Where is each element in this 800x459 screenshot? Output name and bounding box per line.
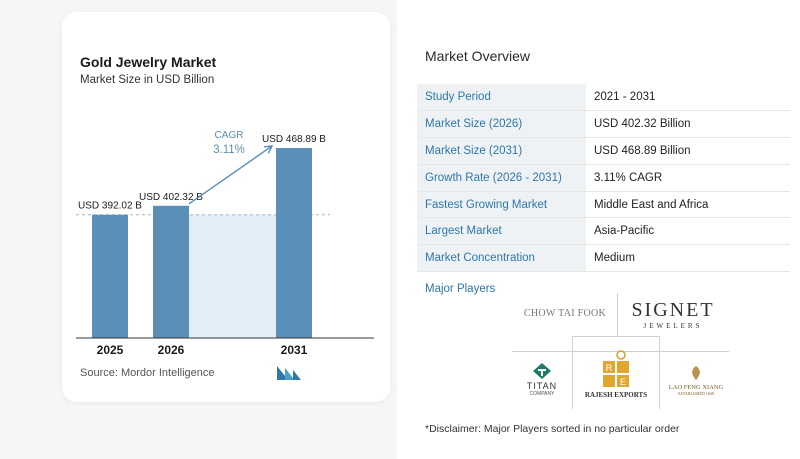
titan-text: TITAN bbox=[526, 381, 558, 391]
rajesh-exports-emblem-icon: R E bbox=[603, 349, 629, 387]
chow-tai-fook-text: CHOW TAI FOOK bbox=[523, 307, 607, 319]
overview-row-key: Growth Rate (2026 - 2031) bbox=[417, 164, 586, 192]
overview-row-key: Fastest Growing Market bbox=[417, 191, 586, 219]
logo-divider bbox=[659, 336, 660, 409]
titan-sub-text: COMPANY bbox=[529, 391, 555, 397]
chow-tai-fook-logo: CHOW TAI FOOK bbox=[515, 300, 615, 326]
logo-divider bbox=[512, 351, 729, 352]
overview-row-value: Middle East and Africa bbox=[586, 191, 790, 219]
signet-sub-text: JEWELERS bbox=[643, 321, 703, 330]
overview-row: Market Size (2026) USD 402.32 Billion bbox=[417, 110, 790, 139]
chart-card: Gold Jewelry Market Market Size in USD B… bbox=[62, 12, 390, 402]
x-tick-label: 2031 bbox=[281, 343, 308, 357]
titan-logo: TITAN COMPANY bbox=[515, 356, 569, 404]
overview-row-key: Study Period bbox=[417, 84, 586, 112]
bar-2031 bbox=[276, 148, 312, 338]
overview-row-key: Market Size (2026) bbox=[417, 110, 586, 139]
signet-logo: SIGNET JEWELERS bbox=[623, 294, 723, 334]
overview-row: Largest Market Asia-Pacific bbox=[417, 217, 790, 246]
overview-row: Market Size (2031) USD 468.89 Billion bbox=[417, 137, 790, 165]
svg-text:E: E bbox=[620, 377, 626, 387]
mordor-logo-icon bbox=[277, 366, 301, 380]
major-players-title: Major Players bbox=[425, 283, 496, 295]
source-text: Source: Mordor Intelligence bbox=[80, 367, 215, 379]
cagr-value: 3.11% bbox=[213, 144, 245, 156]
overview-row: Growth Rate (2026 - 2031) 3.11% CAGR bbox=[417, 164, 790, 192]
x-tick-label: 2025 bbox=[97, 343, 124, 357]
signet-text: SIGNET bbox=[631, 298, 715, 321]
rajesh-exports-text: RAJESH EXPORTS bbox=[584, 390, 648, 399]
logo-divider bbox=[572, 336, 573, 409]
overview-row-key: Market Concentration bbox=[417, 244, 586, 273]
x-tick-label: 2026 bbox=[158, 343, 185, 357]
rajesh-exports-logo: R E RAJESH EXPORTS bbox=[575, 340, 657, 408]
overview-row-value: USD 468.89 Billion bbox=[586, 137, 790, 165]
overview-row-value: 3.11% CAGR bbox=[586, 164, 790, 192]
logo-divider bbox=[617, 293, 618, 336]
bar-value-label: USD 468.89 B bbox=[262, 134, 326, 145]
overview-row-value: Medium bbox=[586, 244, 790, 273]
overview-row-key: Largest Market bbox=[417, 217, 586, 246]
lao-feng-xiang-sub-text: ESTABLISHED 1848 bbox=[678, 390, 714, 396]
overview-row: Market Concentration Medium bbox=[417, 244, 790, 273]
cagr-label: CAGR bbox=[215, 130, 244, 141]
disclaimer-text: *Disclaimer: Major Players sorted in no … bbox=[425, 423, 680, 435]
chart-subtitle: Market Size in USD Billion bbox=[80, 74, 215, 86]
lao-feng-xiang-emblem-icon bbox=[692, 365, 700, 380]
lao-feng-xiang-logo: LAO FENG XIANG ESTABLISHED 1848 bbox=[663, 356, 729, 404]
overview-row-value: USD 402.32 Billion bbox=[586, 110, 790, 139]
bar-value-label: USD 392.02 B bbox=[78, 201, 142, 212]
overview-title: Market Overview bbox=[425, 48, 531, 64]
overview-row: Study Period 2021 - 2031 bbox=[417, 84, 790, 112]
bar-value-label: USD 402.32 B bbox=[139, 192, 203, 203]
overview-row-value: 2021 - 2031 bbox=[586, 84, 790, 112]
chart-title: Gold Jewelry Market bbox=[80, 54, 217, 70]
overview-table: Study Period 2021 - 2031 Market Size (2026… bbox=[417, 84, 790, 273]
cagr-arrowhead bbox=[263, 145, 274, 154]
bar-2026 bbox=[153, 205, 189, 338]
svg-text:R: R bbox=[606, 363, 613, 373]
lao-feng-xiang-text: LAO FENG XIANG bbox=[668, 383, 724, 391]
overview-row-value: Asia-Pacific bbox=[586, 217, 790, 246]
overview-row-key: Market Size (2031) bbox=[417, 137, 586, 165]
cagr-arrow bbox=[188, 145, 273, 205]
titan-emblem-icon bbox=[533, 363, 551, 379]
projection-highlight bbox=[189, 214, 276, 338]
overview-panel: Market Overview Study Period 2021 - 2031 M… bbox=[397, 0, 800, 459]
bar-2025 bbox=[92, 214, 128, 338]
overview-row: Fastest Growing Market Middle East and Af… bbox=[417, 191, 790, 219]
logo-divider bbox=[572, 336, 660, 337]
